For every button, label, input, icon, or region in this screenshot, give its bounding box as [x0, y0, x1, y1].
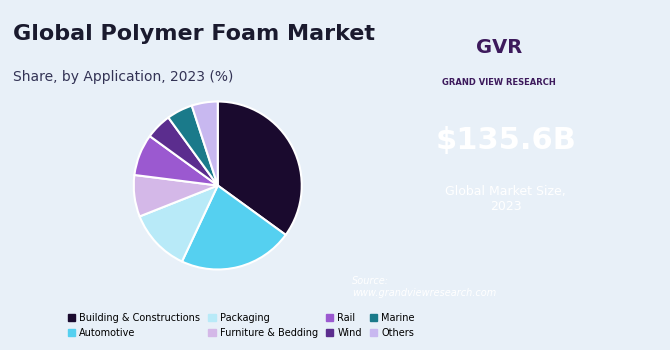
Text: Global Market Size,
2023: Global Market Size, 2023 [446, 186, 566, 214]
Text: GRAND VIEW RESEARCH: GRAND VIEW RESEARCH [442, 78, 556, 87]
Text: GVR: GVR [476, 38, 523, 57]
Wedge shape [139, 186, 218, 261]
Text: $135.6B: $135.6B [436, 126, 576, 154]
Wedge shape [192, 102, 218, 186]
Wedge shape [168, 106, 218, 186]
Wedge shape [150, 118, 218, 186]
Wedge shape [135, 136, 218, 186]
Legend: Building & Constructions, Automotive, Packaging, Furniture & Bedding, Rail, Wind: Building & Constructions, Automotive, Pa… [64, 309, 419, 342]
Wedge shape [182, 186, 285, 270]
Text: Global Polymer Foam Market: Global Polymer Foam Market [13, 25, 375, 44]
Wedge shape [218, 102, 302, 235]
Text: Source:
www.grandviewresearch.com: Source: www.grandviewresearch.com [352, 276, 496, 298]
Wedge shape [134, 175, 218, 216]
Text: Share, by Application, 2023 (%): Share, by Application, 2023 (%) [13, 70, 234, 84]
